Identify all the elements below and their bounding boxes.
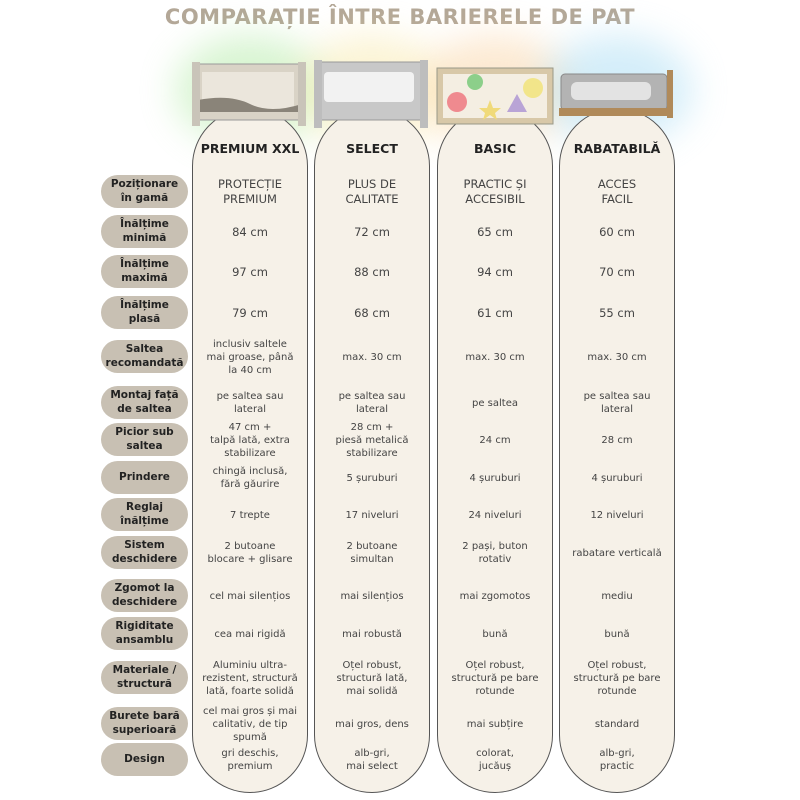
table-cell: ACCES FACIL: [597, 177, 637, 206]
table-cell: 5 șuruburi: [346, 472, 398, 484]
row-label: Înălțime minimă: [101, 215, 188, 248]
table-cell: 4 șuruburi: [469, 472, 521, 484]
row-label: Picior sub saltea: [101, 423, 188, 456]
table-cell: PRACTIC ȘI ACCESIBIL: [463, 177, 527, 206]
table-cell: 24 cm: [479, 434, 511, 446]
table-cell: PLUS DE CALITATE: [345, 177, 399, 206]
table-cell: 17 niveluri: [345, 509, 399, 521]
table-cell: cea mai rigidă: [214, 628, 286, 640]
table-cell: max. 30 cm: [465, 351, 525, 363]
table-cell: alb-gri, mai select: [346, 748, 398, 772]
bed-rail-image: [435, 60, 555, 130]
table-cell: 79 cm: [232, 305, 268, 320]
table-cell: 24 niveluri: [468, 509, 522, 521]
product-name: BASIC: [473, 141, 517, 156]
product-name: PREMIUM XXL: [200, 141, 300, 156]
table-cell: 97 cm: [232, 264, 268, 279]
table-cell: alb-gri, practic: [599, 748, 635, 772]
table-cell: 61 cm: [477, 305, 513, 320]
table-cell: standard: [594, 718, 640, 730]
table-cell: 70 cm: [599, 264, 635, 279]
table-cell: 2 butoane blocare + glisare: [207, 541, 293, 565]
table-cell: 72 cm: [354, 224, 390, 239]
row-label: Sistem deschidere: [101, 536, 188, 569]
table-cell: bună: [604, 628, 630, 640]
table-cell: 55 cm: [599, 305, 635, 320]
row-label: Zgomot la deschidere: [101, 579, 188, 612]
row-label: Prindere: [101, 461, 188, 494]
product-column: [437, 108, 553, 793]
table-cell: 94 cm: [477, 264, 513, 279]
row-label: Înălțime maximă: [101, 255, 188, 288]
table-cell: 65 cm: [477, 224, 513, 239]
page-title: COMPARAȚIE ÎNTRE BARIERELE DE PAT: [164, 5, 636, 29]
table-cell: mediu: [601, 590, 633, 602]
table-cell: Oțel robust, structură pe bare rotunde: [451, 659, 539, 697]
table-cell: bună: [482, 628, 508, 640]
product-column: [314, 108, 430, 793]
table-cell: 2 pași, buton rotativ: [462, 541, 528, 565]
product-name: SELECT: [346, 141, 398, 156]
table-cell: 28 cm: [601, 434, 633, 446]
table-cell: mai robustă: [342, 628, 402, 640]
product-name: RABATABILĂ: [573, 141, 661, 156]
table-cell: mai subțire: [466, 718, 524, 730]
table-cell: mai zgomotos: [459, 590, 531, 602]
table-cell: inclusiv saltele mai groase, până la 40 …: [206, 338, 294, 376]
table-cell: 84 cm: [232, 224, 268, 239]
product-column: [559, 108, 675, 793]
table-cell: 88 cm: [354, 264, 390, 279]
row-label: Înălțime plasă: [101, 296, 188, 329]
table-cell: 60 cm: [599, 224, 635, 239]
table-cell: Aluminiu ultra- rezistent, structură lat…: [202, 659, 298, 697]
table-cell: pe saltea sau lateral: [338, 391, 406, 415]
table-cell: 7 trepte: [230, 509, 270, 521]
table-cell: gri deschis, premium: [221, 748, 279, 772]
row-label: Rigiditate ansamblu: [101, 617, 188, 650]
table-cell: pe saltea: [472, 397, 518, 409]
table-cell: 68 cm: [354, 305, 390, 320]
row-label: Saltea recomandată: [101, 340, 188, 373]
table-cell: Oțel robust, structură pe bare rotunde: [573, 659, 661, 697]
table-cell: 28 cm + piesă metalică stabilizare: [335, 421, 409, 459]
table-cell: cel mai gros și mai calitativ, de tip sp…: [203, 705, 297, 743]
table-cell: 47 cm + talpă lată, extra stabilizare: [210, 421, 290, 459]
table-cell: chingă inclusă, fără găurire: [212, 466, 288, 490]
table-cell: pe saltea sau lateral: [216, 391, 284, 415]
table-cell: Oțel robust, structură lată, mai solidă: [336, 659, 408, 697]
row-label: Montaj față de saltea: [101, 386, 188, 419]
bed-rail-image: [557, 60, 677, 130]
table-cell: 4 șuruburi: [591, 472, 643, 484]
table-cell: cel mai silențios: [209, 590, 291, 602]
row-label: Reglaj înălțime: [101, 498, 188, 531]
table-cell: max. 30 cm: [342, 351, 402, 363]
table-cell: mai gros, dens: [335, 718, 409, 730]
table-cell: colorat, jucăuș: [476, 748, 514, 772]
bed-rail-image: [312, 60, 432, 130]
row-label: Design: [101, 743, 188, 776]
row-label: Poziționare în gamă: [101, 175, 188, 208]
table-cell: pe saltea sau lateral: [583, 391, 651, 415]
row-label: Burete bară superioară: [101, 707, 188, 740]
table-cell: PROTECȚIE PREMIUM: [218, 177, 282, 206]
table-cell: mai silențios: [340, 590, 404, 602]
table-cell: 2 butoane simultan: [346, 541, 398, 565]
table-cell: rabatare verticală: [572, 547, 662, 559]
bed-rail-image: [190, 60, 310, 130]
row-label: Materiale / structură: [101, 661, 188, 694]
table-cell: 12 niveluri: [590, 509, 644, 521]
product-column: [192, 108, 308, 793]
table-cell: max. 30 cm: [587, 351, 647, 363]
